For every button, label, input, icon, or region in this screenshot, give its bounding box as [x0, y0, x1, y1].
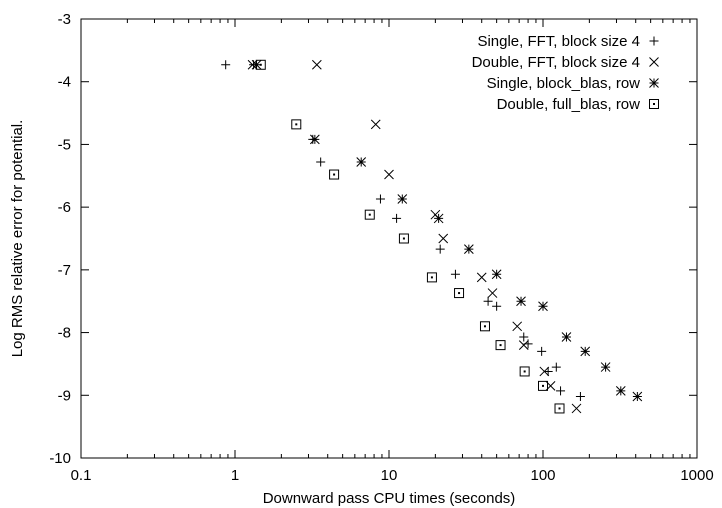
data-point	[397, 194, 408, 204]
data-point	[551, 362, 561, 372]
legend: Single, FFT, block size 4 Double, FFT, bl…	[472, 33, 659, 113]
data-point-center	[523, 370, 526, 373]
data-point	[516, 296, 526, 307]
y-tick-label: -5	[58, 136, 71, 153]
data-point	[375, 194, 385, 204]
legend-item: Double, full_blas, row	[497, 96, 659, 113]
data-point	[539, 366, 550, 377]
data-points	[221, 59, 643, 414]
series-3	[255, 59, 565, 414]
data-point-center	[542, 384, 544, 387]
data-point	[538, 301, 548, 312]
data-point	[512, 321, 523, 332]
data-point	[329, 169, 340, 180]
x-axis-label: Downward pass CPU times (seconds)	[263, 490, 516, 507]
y-tick-label: -6	[58, 199, 71, 216]
data-point-center	[259, 63, 262, 66]
legend-marker	[649, 57, 659, 67]
data-point	[492, 301, 502, 311]
data-point	[487, 288, 498, 298]
data-point	[364, 209, 375, 220]
data-point	[491, 269, 502, 280]
x-tick-label: 0.1	[71, 467, 92, 484]
data-point	[519, 332, 529, 342]
series-0	[221, 60, 585, 402]
y-tick-label: -4	[58, 74, 71, 91]
data-point	[435, 244, 445, 254]
data-point	[370, 119, 381, 130]
data-point	[561, 332, 572, 342]
data-point	[255, 59, 266, 70]
data-point	[479, 321, 490, 332]
data-point	[316, 157, 326, 167]
data-point-center	[333, 173, 336, 176]
legend-item: Double, FFT, block size 4	[472, 54, 659, 71]
data-point	[438, 233, 449, 244]
data-point-center	[558, 407, 561, 410]
data-point	[519, 366, 530, 377]
data-point	[309, 134, 320, 145]
x-tick-label: 100	[530, 467, 555, 484]
y-tick-label: -9	[58, 387, 71, 404]
data-point	[398, 233, 409, 244]
data-point	[384, 169, 394, 180]
legend-item: Single, block_blas, row	[487, 75, 659, 92]
data-point	[426, 272, 437, 283]
y-tick-label: -8	[58, 325, 71, 342]
data-point	[495, 340, 506, 351]
data-point	[454, 288, 465, 299]
x-tick-label: 10	[381, 467, 398, 484]
y-tick-label: -3	[58, 11, 71, 28]
data-point-center	[458, 292, 461, 295]
data-point	[575, 392, 585, 402]
data-point	[632, 391, 643, 402]
data-point	[600, 362, 611, 372]
data-point	[543, 366, 553, 376]
data-point-center	[483, 325, 486, 328]
y-tick-label: -10	[49, 450, 71, 467]
data-point	[554, 403, 565, 414]
data-point	[537, 346, 547, 356]
legend-marker-center	[653, 103, 655, 105]
legend-label: Single, FFT, block size 4	[477, 33, 640, 50]
data-point-center	[368, 213, 371, 216]
data-point	[556, 386, 566, 396]
data-point	[356, 157, 367, 167]
legend-marker	[649, 78, 659, 88]
data-point	[571, 403, 582, 414]
data-point	[433, 213, 444, 224]
data-point	[221, 60, 231, 70]
legend-label: Double, full_blas, row	[497, 96, 641, 113]
y-axis-label: Log RMS relative error for potential.	[9, 120, 26, 358]
axis-ticks: 0.1 1 10 100 1000 -10 -9 -8 -7 -6 -5 -4 -3	[49, 11, 713, 484]
data-point	[392, 213, 402, 223]
data-point	[538, 380, 548, 391]
data-point-center	[295, 123, 298, 126]
data-point	[311, 59, 322, 70]
data-point-center	[430, 276, 433, 279]
legend-label: Double, FFT, block size 4	[472, 54, 640, 71]
legend-label: Single, block_blas, row	[487, 75, 641, 92]
data-point	[518, 340, 529, 350]
x-tick-label: 1000	[680, 467, 713, 484]
legend-item: Single, FFT, block size 4	[477, 33, 659, 50]
data-point	[615, 386, 626, 396]
data-point	[463, 244, 474, 255]
data-point	[483, 296, 493, 306]
legend-marker	[649, 99, 659, 109]
x-tick-label: 1	[231, 467, 239, 484]
data-point-center	[499, 344, 502, 347]
series-1	[247, 59, 582, 414]
legend-marker	[649, 36, 659, 46]
y-tick-label: -7	[58, 262, 71, 279]
data-point	[291, 119, 302, 130]
data-point-center	[402, 237, 405, 240]
data-point	[450, 269, 460, 279]
data-point	[580, 346, 591, 357]
data-point	[476, 272, 487, 283]
